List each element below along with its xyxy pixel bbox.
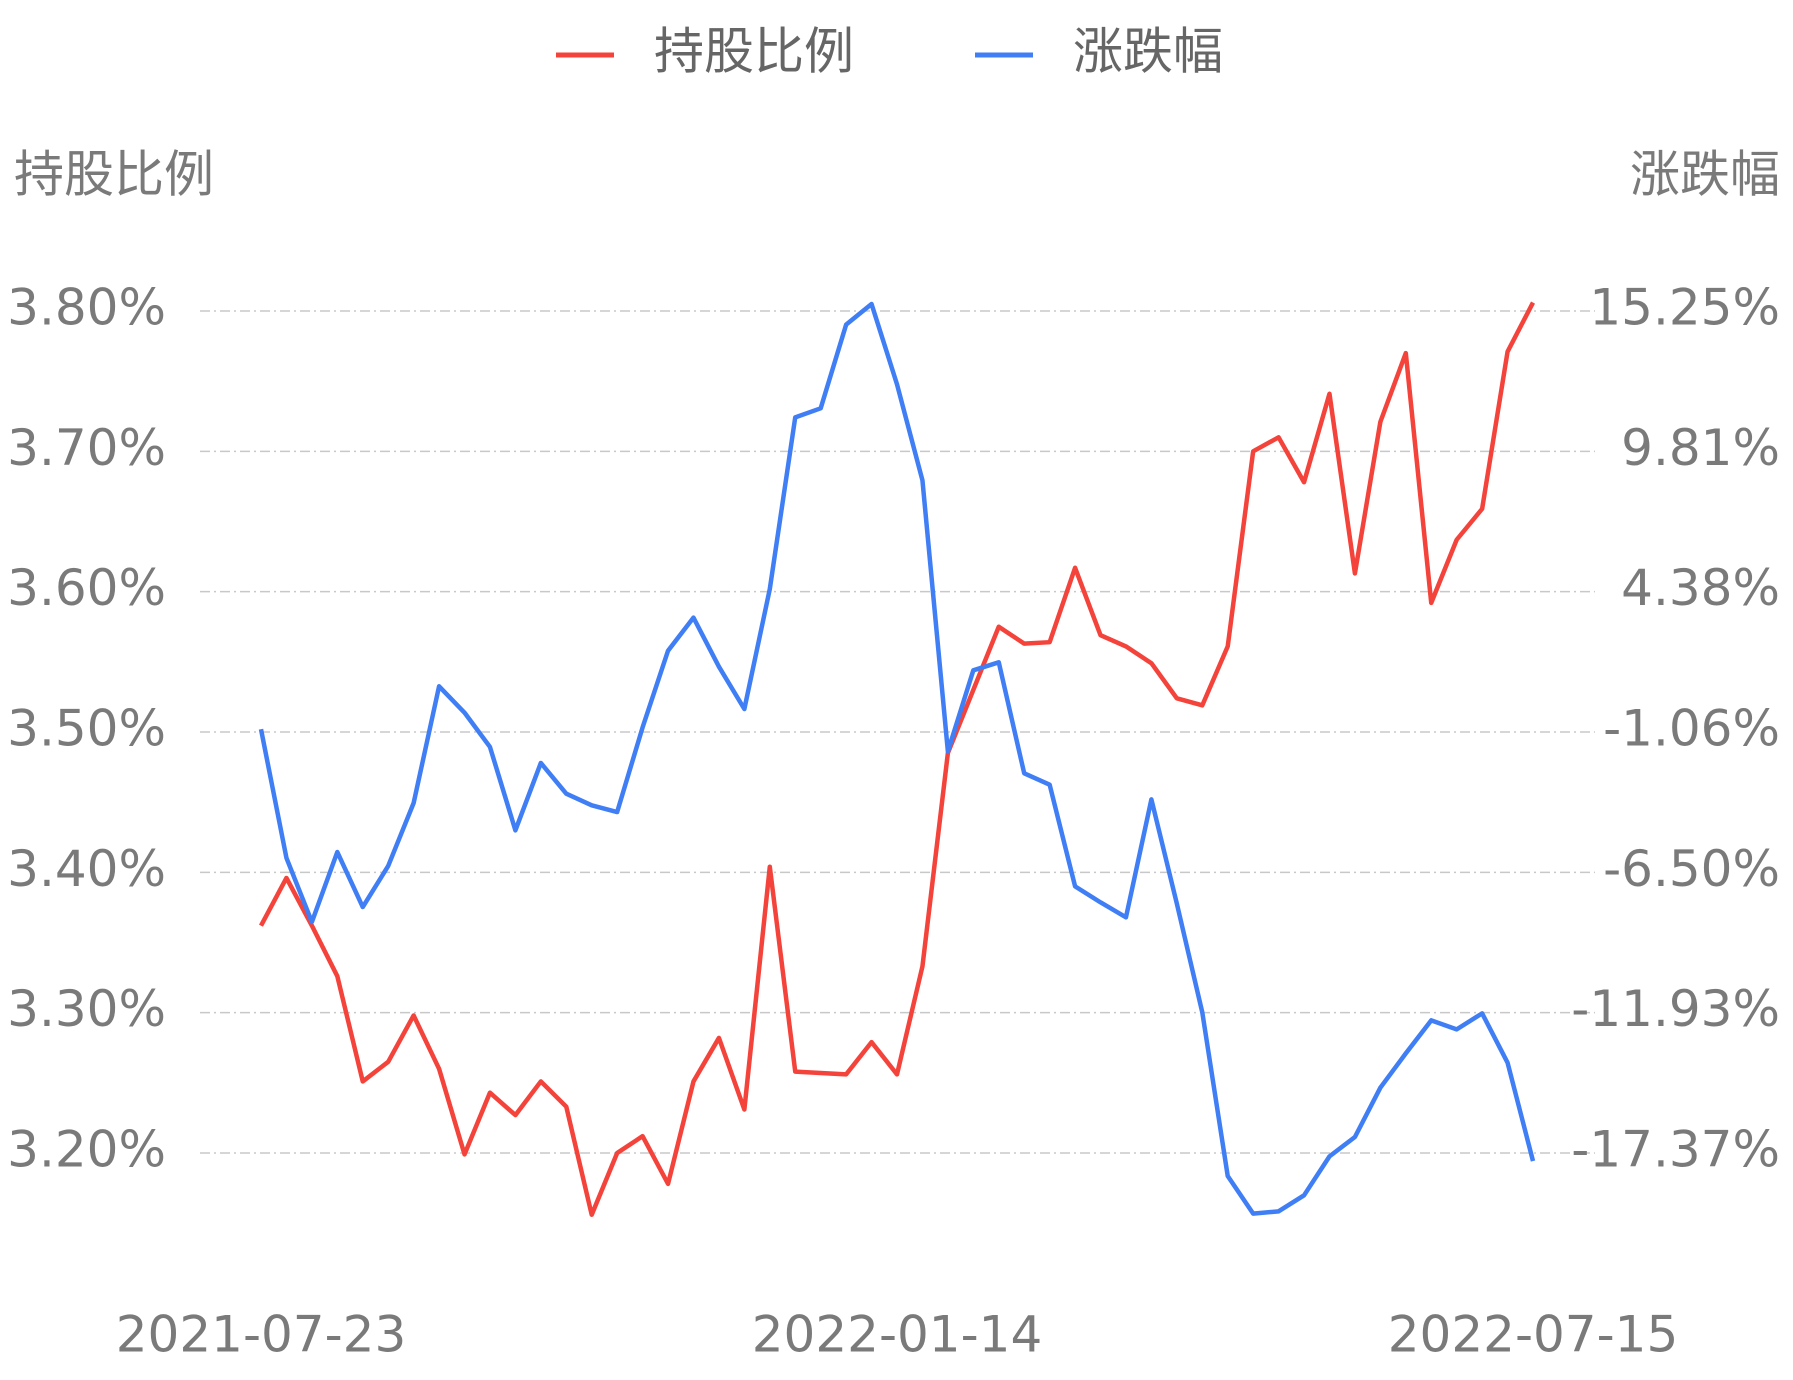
y-tick-label: 3.70% — [7, 419, 166, 477]
legend-label: 持股比例 — [654, 23, 854, 81]
x-tick-label: 2021-07-23 — [116, 1306, 407, 1364]
y2-tick-label: -11.93% — [1571, 980, 1780, 1038]
series-line — [259, 301, 1535, 1217]
y2-tick-label: 9.81% — [1621, 419, 1780, 477]
legend-label: 涨跌幅 — [1073, 23, 1223, 81]
y2-axis-label: 涨跌幅 — [1630, 146, 1780, 204]
x-tick-label: 2022-07-15 — [1388, 1306, 1679, 1364]
y2-tick-label: 4.38% — [1621, 559, 1780, 617]
y2-tick-label: 15.25% — [1589, 279, 1780, 337]
y-tick-label: 3.80% — [7, 279, 166, 337]
series-line — [258, 301, 1536, 1216]
y-tick-label: 3.30% — [7, 980, 166, 1038]
x-tick-label: 2022-01-14 — [752, 1306, 1043, 1364]
y2-tick-label: -6.50% — [1603, 840, 1780, 898]
y-axis-label: 持股比例 — [14, 146, 214, 204]
y2-tick-label: -17.37% — [1571, 1121, 1780, 1179]
y-tick-label: 3.40% — [7, 840, 166, 898]
y-tick-label: 3.20% — [7, 1121, 166, 1179]
y-tick-label: 3.60% — [7, 559, 166, 617]
y2-tick-label: -1.06% — [1603, 700, 1780, 758]
y-tick-label: 3.50% — [7, 700, 166, 758]
